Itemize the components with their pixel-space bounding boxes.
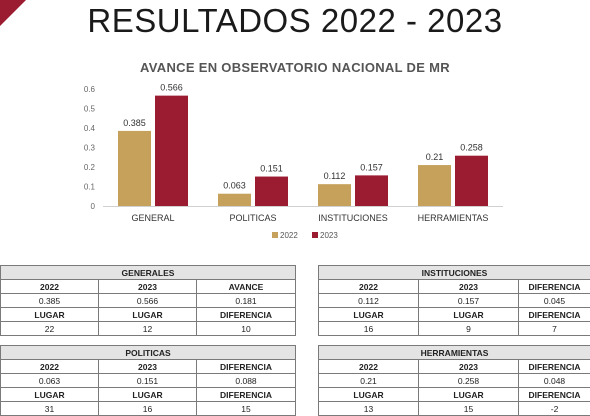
data-label: 0.151 xyxy=(260,164,283,174)
x-tick-label: POLITICAS xyxy=(229,213,276,223)
value-cell: 0.112 xyxy=(319,294,419,308)
table-generales: GENERALES 2022 2023 AVANCE 0.385 0.566 0… xyxy=(0,265,296,336)
value-cell: 31 xyxy=(1,402,99,416)
value-cell: 13 xyxy=(319,402,419,416)
value-cell: 0.157 xyxy=(419,294,519,308)
value-cell: 16 xyxy=(319,322,419,336)
data-label: 0.112 xyxy=(324,171,346,181)
header-cell: 2023 xyxy=(99,280,197,294)
table-instituciones: INSTITUCIONES 2022 2023 DIFERENCIA 0.112… xyxy=(318,265,590,336)
data-label: 0.566 xyxy=(160,83,183,93)
value-cell: 22 xyxy=(1,322,99,336)
bar-chart: 0 0.1 0.2 0.3 0.4 0.5 0.6 0.385 0.566 GENERAL 0.06… xyxy=(0,0,590,255)
y-tick-label: 0.2 xyxy=(84,163,96,172)
y-tick-label: 0.5 xyxy=(84,105,96,114)
data-label: 0.385 xyxy=(123,118,146,128)
header-cell: DIFERENCIA xyxy=(519,388,590,402)
value-cell: 0.385 xyxy=(1,294,99,308)
legend-label: 2023 xyxy=(320,231,338,240)
y-tick-label: 0 xyxy=(91,202,96,211)
value-cell: 0.151 xyxy=(99,374,197,388)
header-cell: 2023 xyxy=(99,360,197,374)
bar-2022-instituciones xyxy=(318,184,351,206)
value-cell: 0.048 xyxy=(519,374,590,388)
bar-2022-herramientas xyxy=(418,165,451,206)
header-cell: LUGAR xyxy=(99,308,197,322)
value-cell: 16 xyxy=(99,402,197,416)
x-tick-label: HERRAMIENTAS xyxy=(418,213,489,223)
header-cell: DIFERENCIA xyxy=(197,388,296,402)
value-cell: 0.045 xyxy=(519,294,590,308)
value-cell: 15 xyxy=(419,402,519,416)
header-cell: DIFERENCIA xyxy=(519,280,590,294)
header-cell: AVANCE xyxy=(197,280,296,294)
header-cell: 2022 xyxy=(1,360,99,374)
value-cell: 0.088 xyxy=(197,374,296,388)
bar-2023-instituciones xyxy=(355,175,388,206)
y-tick-label: 0.6 xyxy=(84,85,96,94)
header-cell: 2022 xyxy=(1,280,99,294)
value-cell: 0.063 xyxy=(1,374,99,388)
header-cell: LUGAR xyxy=(1,388,99,402)
table-caption: GENERALES xyxy=(1,266,296,280)
table-caption: POLITICAS xyxy=(1,346,296,360)
value-cell: 0.258 xyxy=(419,374,519,388)
header-cell: DIFERENCIA xyxy=(197,308,296,322)
header-cell: DIFERENCIA xyxy=(197,360,296,374)
bar-2022-politicas xyxy=(218,194,251,206)
header-cell: 2022 xyxy=(319,280,419,294)
header-cell: DIFERENCIA xyxy=(519,308,590,322)
value-cell: 9 xyxy=(419,322,519,336)
value-cell: 15 xyxy=(197,402,296,416)
x-tick-label: GENERAL xyxy=(131,213,174,223)
value-cell: -2 xyxy=(519,402,590,416)
header-cell: LUGAR xyxy=(319,308,419,322)
table-caption: INSTITUCIONES xyxy=(319,266,590,280)
legend-swatch-2023 xyxy=(312,232,318,238)
y-tick-label: 0.1 xyxy=(84,183,96,192)
y-tick-label: 0.4 xyxy=(84,124,96,133)
value-cell: 10 xyxy=(197,322,296,336)
bar-2022-general xyxy=(118,131,151,206)
value-cell: 12 xyxy=(99,322,197,336)
table-herramientas: HERRAMIENTAS 2022 2023 DIFERENCIA 0.21 0… xyxy=(318,345,590,416)
data-label: 0.258 xyxy=(460,143,483,153)
y-tick-label: 0.3 xyxy=(84,144,96,153)
value-cell: 0.566 xyxy=(99,294,197,308)
header-cell: LUGAR xyxy=(99,388,197,402)
data-label: 0.063 xyxy=(223,181,246,191)
bar-2023-herramientas xyxy=(455,156,488,206)
bar-2023-general xyxy=(155,96,188,206)
value-cell: 0.181 xyxy=(197,294,296,308)
x-tick-label: INSTITUCIONES xyxy=(318,213,388,223)
data-label: 0.21 xyxy=(426,152,444,162)
legend-label: 2022 xyxy=(280,231,298,240)
table-caption: HERRAMIENTAS xyxy=(319,346,590,360)
legend-swatch-2022 xyxy=(272,232,278,238)
value-cell: 0.21 xyxy=(319,374,419,388)
header-cell: LUGAR xyxy=(1,308,99,322)
header-cell: LUGAR xyxy=(419,388,519,402)
table-politicas: POLITICAS 2022 2023 DIFERENCIA 0.063 0.1… xyxy=(0,345,296,416)
header-cell: LUGAR xyxy=(419,308,519,322)
header-cell: 2022 xyxy=(319,360,419,374)
bar-2023-politicas xyxy=(255,177,288,206)
header-cell: DIFERENCIA xyxy=(519,360,590,374)
header-cell: 2023 xyxy=(419,280,519,294)
data-label: 0.157 xyxy=(360,162,383,172)
header-cell: LUGAR xyxy=(319,388,419,402)
header-cell: 2023 xyxy=(419,360,519,374)
value-cell: 7 xyxy=(519,322,590,336)
